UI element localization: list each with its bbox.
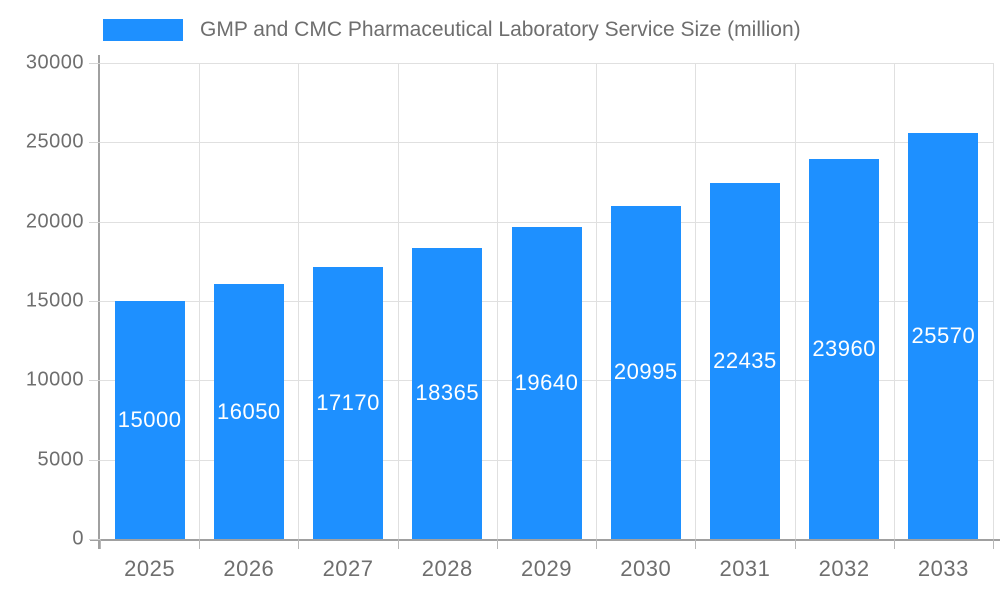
v-gridline <box>893 63 895 539</box>
x-tick-mark <box>596 539 598 549</box>
bar: 15000 <box>114 301 185 539</box>
x-tick-label: 2031 <box>719 556 771 581</box>
legend-label: GMP and CMC Pharmaceutical Laboratory Se… <box>200 18 801 41</box>
v-gridline <box>596 63 598 539</box>
x-tick-mark <box>695 539 697 549</box>
y-tick-label: 20000 <box>25 210 84 233</box>
x-tick-label: 2032 <box>818 556 870 581</box>
bar-value-label: 18365 <box>415 380 480 406</box>
h-gridline <box>100 221 993 223</box>
bar-value-label: 22435 <box>713 348 777 374</box>
x-tick-mark <box>397 539 399 549</box>
h-gridline <box>100 142 993 144</box>
bar-value-label: 20995 <box>613 359 678 385</box>
x-tick-label: 2026 <box>223 556 275 581</box>
x-axis-line <box>90 539 1000 541</box>
y-axis-line <box>98 55 100 549</box>
bar-value-label: 19640 <box>514 370 579 396</box>
bar-value-label: 23960 <box>812 335 876 361</box>
x-tick-label: 2033 <box>917 556 969 581</box>
bar-value-label: 16050 <box>216 398 281 424</box>
bar: 18365 <box>412 247 483 539</box>
y-tick-mark <box>89 142 100 144</box>
legend-item[interactable]: GMP and CMC Pharmaceutical Laboratory Se… <box>103 18 801 42</box>
x-tick-mark <box>893 539 895 549</box>
bar: 17170 <box>313 266 384 539</box>
y-tick-label: 15000 <box>25 289 84 312</box>
x-tick-label: 2027 <box>322 556 374 581</box>
bar-value-label: 25570 <box>911 323 976 349</box>
y-tick-label: 25000 <box>25 130 84 153</box>
v-gridline <box>695 63 697 539</box>
bar: 19640 <box>511 227 582 539</box>
v-gridline <box>199 63 201 539</box>
v-gridline <box>397 63 399 539</box>
x-tick-mark <box>496 539 498 549</box>
bar: 23960 <box>809 158 880 539</box>
v-gridline <box>993 63 994 539</box>
y-tick-mark <box>89 380 100 382</box>
v-gridline <box>794 63 796 539</box>
x-tick-mark <box>298 539 300 549</box>
x-tick-label: 2029 <box>521 556 572 581</box>
y-tick-label: 10000 <box>25 368 84 391</box>
x-tick-mark <box>100 539 101 549</box>
bar: 22435 <box>709 183 780 539</box>
x-tick-label: 2028 <box>421 556 473 581</box>
bar: 20995 <box>610 205 681 539</box>
x-tick-label: 2025 <box>124 556 176 581</box>
v-gridline <box>298 63 300 539</box>
x-tick-mark <box>199 539 201 549</box>
y-tick-mark <box>89 459 100 461</box>
x-tick-mark <box>794 539 796 549</box>
plot-area: 0 5000 10000 15000 20000 25000 30000 15000 2025 1… <box>26 52 1000 581</box>
bar-value-label: 15000 <box>117 407 182 432</box>
y-tick-mark <box>89 63 100 64</box>
y-tick-label: 5000 <box>37 448 84 471</box>
legend-swatch <box>103 19 183 41</box>
y-tick-mark <box>89 221 100 223</box>
bar: 25570 <box>908 133 979 539</box>
x-tick-mark <box>993 539 994 549</box>
y-tick-mark <box>89 539 100 540</box>
h-gridline <box>100 63 993 64</box>
y-tick-mark <box>89 301 100 302</box>
bar-value-label: 17170 <box>316 389 380 415</box>
y-tick-label: 0 <box>72 527 84 550</box>
x-tick-label: 2030 <box>620 556 672 581</box>
y-tick-label: 30000 <box>25 51 84 74</box>
bar: 16050 <box>213 284 284 539</box>
v-gridline <box>496 63 498 539</box>
